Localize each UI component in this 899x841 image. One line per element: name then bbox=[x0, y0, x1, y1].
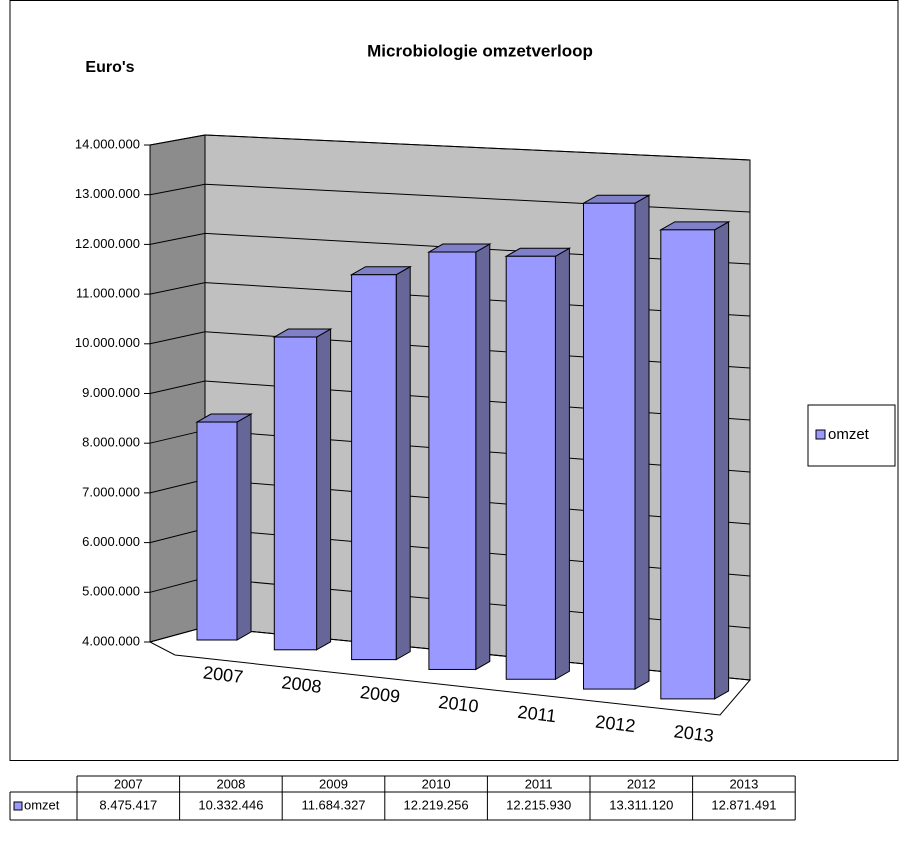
table-header: 2011 bbox=[525, 776, 553, 791]
table-legend-key bbox=[13, 801, 23, 811]
table-header: 2009 bbox=[319, 776, 348, 791]
table-value: 13.311.120 bbox=[609, 797, 673, 812]
y-tick-label: 11.000.000 bbox=[76, 286, 140, 301]
y-tick-label: 6.000.000 bbox=[82, 534, 140, 549]
table-header: 2013 bbox=[729, 776, 758, 791]
table-header: 2010 bbox=[422, 776, 451, 791]
x-tick-label: 2011 bbox=[517, 702, 558, 727]
grid-line bbox=[149, 183, 751, 213]
y-tick-label: 13.000.000 bbox=[75, 186, 140, 201]
bar bbox=[428, 251, 477, 670]
y-tick-label: 5.000.000 bbox=[82, 584, 140, 599]
bar bbox=[505, 255, 556, 680]
bar bbox=[273, 336, 318, 651]
table-value: 10.332.446 bbox=[198, 797, 263, 812]
legend-label: omzet bbox=[828, 426, 870, 443]
table-value: 12.219.256 bbox=[404, 797, 469, 812]
bar-side bbox=[316, 328, 332, 651]
chart-title: Microbiologie omzetverloop bbox=[367, 41, 593, 60]
bar-side bbox=[475, 243, 491, 671]
x-tick-label: 2013 bbox=[673, 721, 715, 746]
bar bbox=[196, 421, 238, 641]
y-tick-label: 7.000.000 bbox=[82, 484, 140, 499]
x-tick-label: 2010 bbox=[437, 692, 479, 717]
bar-side bbox=[634, 194, 650, 690]
table-value: 12.215.930 bbox=[506, 797, 571, 812]
table-header: 2008 bbox=[216, 776, 245, 791]
table-header: 2012 bbox=[627, 776, 656, 791]
y-axis-label: Euro's bbox=[85, 59, 134, 76]
y-tick-label: 12.000.000 bbox=[75, 236, 140, 251]
y-tick-label: 8.000.000 bbox=[82, 435, 140, 450]
x-tick-label: 2012 bbox=[594, 711, 636, 736]
y-tick-label: 10.000.000 bbox=[75, 335, 140, 350]
bar bbox=[583, 202, 636, 690]
bar-side bbox=[714, 220, 730, 700]
bar-side bbox=[395, 265, 411, 661]
grid-line bbox=[149, 134, 751, 161]
legend-key bbox=[815, 429, 826, 440]
bar-side bbox=[554, 247, 570, 681]
table-row-label: omzet bbox=[24, 797, 60, 812]
x-tick-label: 2007 bbox=[202, 662, 244, 687]
x-tick-label: 2008 bbox=[281, 672, 323, 697]
bar bbox=[660, 229, 716, 700]
bar-side bbox=[236, 413, 252, 641]
y-tick-label: 9.000.000 bbox=[82, 385, 140, 400]
table-value: 8.475.417 bbox=[99, 797, 157, 812]
table-value: 12.871.491 bbox=[711, 797, 776, 812]
y-tick-label: 14.000.000 bbox=[75, 136, 140, 151]
y-tick-label: 4.000.000 bbox=[82, 633, 140, 648]
table-value: 11.684.327 bbox=[301, 797, 365, 812]
bar bbox=[351, 274, 397, 661]
x-tick-label: 2009 bbox=[359, 682, 401, 707]
table-header: 2007 bbox=[114, 776, 143, 791]
